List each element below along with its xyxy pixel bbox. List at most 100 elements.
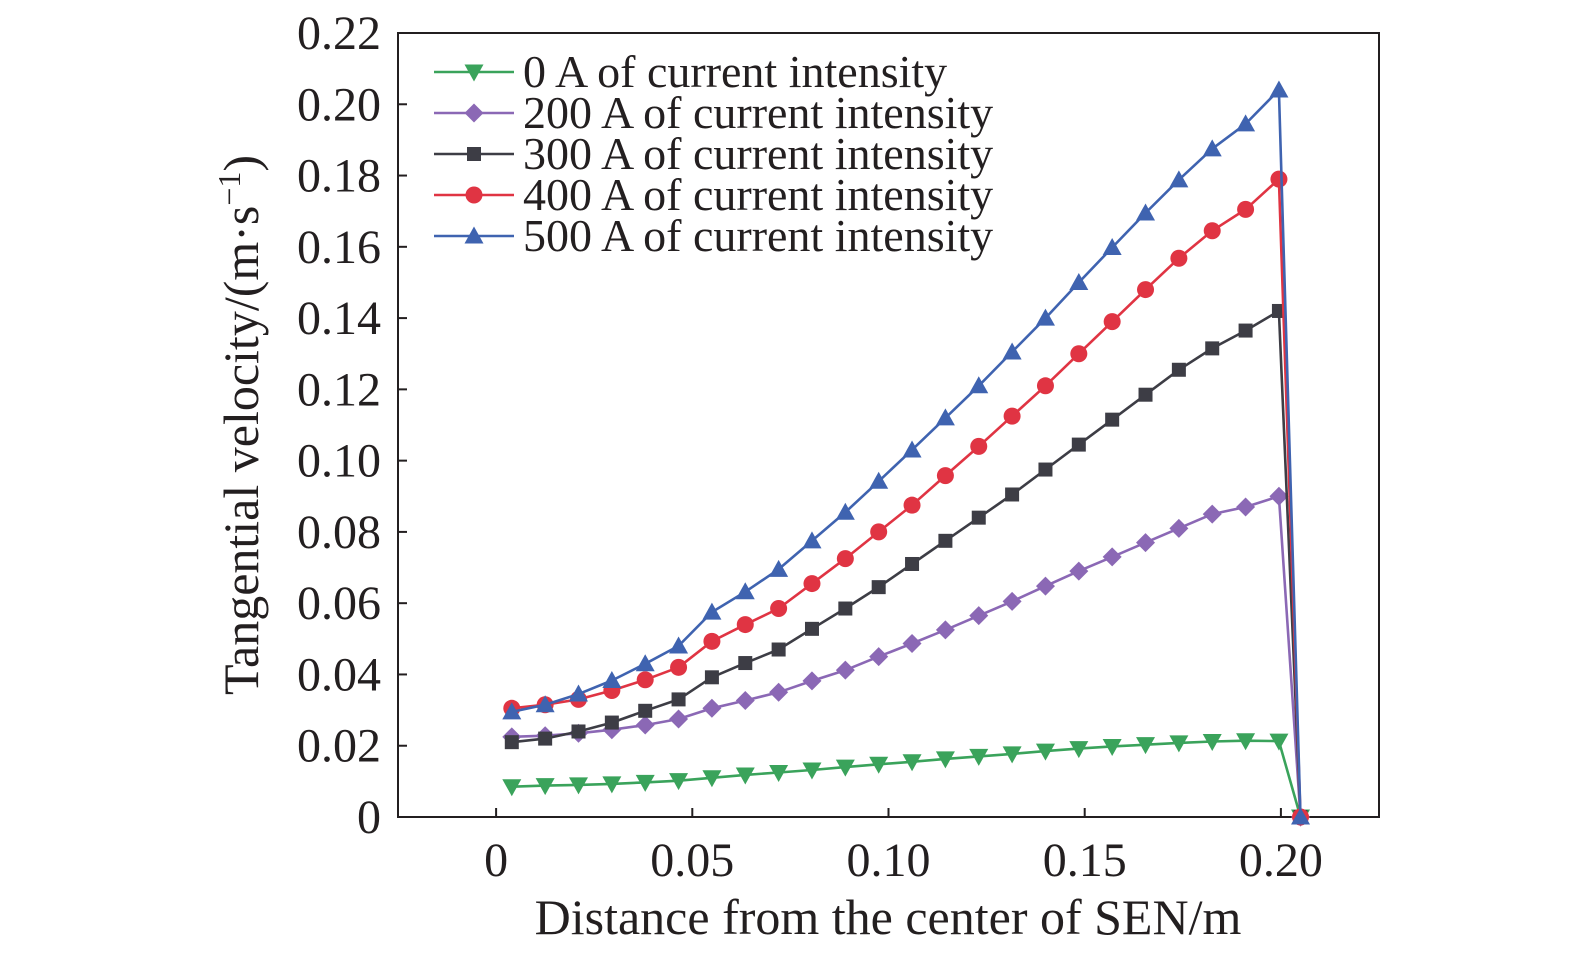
data-point bbox=[571, 724, 586, 739]
data-point bbox=[735, 767, 755, 785]
data-point bbox=[602, 671, 622, 689]
legend-item: 400 A of current intensity bbox=[434, 169, 993, 220]
data-point bbox=[903, 496, 921, 514]
legend-label: 400 A of current intensity bbox=[523, 169, 993, 220]
data-point bbox=[970, 437, 988, 455]
data-point bbox=[769, 559, 789, 577]
data-point bbox=[1002, 746, 1022, 764]
data-point bbox=[569, 684, 589, 702]
x-tick-label: 0 bbox=[484, 834, 508, 887]
data-point bbox=[902, 440, 922, 458]
series-line bbox=[511, 739, 1302, 818]
y-tick-label: 0.22 bbox=[297, 7, 381, 60]
data-point bbox=[638, 703, 653, 718]
data-point bbox=[1137, 281, 1155, 299]
data-point bbox=[802, 762, 822, 780]
data-point bbox=[769, 682, 789, 702]
y-axis-title: Tangential velocity/(m·s−1) bbox=[211, 155, 269, 695]
y-tick-label: 0.14 bbox=[297, 292, 381, 345]
legend-marker bbox=[465, 186, 483, 204]
data-point bbox=[770, 600, 788, 618]
data-point bbox=[1069, 272, 1089, 290]
data-point bbox=[535, 695, 555, 713]
data-point bbox=[1105, 412, 1120, 427]
data-point bbox=[1202, 733, 1222, 751]
legend-marker bbox=[464, 226, 484, 244]
data-point bbox=[1003, 407, 1021, 425]
data-point bbox=[635, 774, 655, 792]
data-point bbox=[604, 715, 619, 730]
data-point bbox=[502, 702, 522, 720]
data-point bbox=[1138, 387, 1153, 402]
series-4 bbox=[502, 80, 1311, 825]
data-point bbox=[803, 575, 821, 593]
data-point bbox=[670, 658, 688, 676]
data-point bbox=[669, 709, 689, 729]
data-point bbox=[1236, 497, 1256, 517]
data-point bbox=[836, 550, 854, 568]
data-point bbox=[1269, 80, 1289, 98]
y-tick-label: 0.02 bbox=[297, 720, 381, 773]
data-point bbox=[1069, 741, 1089, 759]
series-2 bbox=[504, 303, 1308, 824]
data-point bbox=[935, 620, 955, 640]
data-point bbox=[1291, 807, 1311, 825]
data-point bbox=[1171, 362, 1186, 377]
data-point bbox=[969, 376, 989, 394]
data-point bbox=[869, 756, 889, 774]
data-point bbox=[802, 531, 822, 549]
data-point bbox=[1035, 308, 1055, 326]
series-layer bbox=[502, 80, 1311, 827]
y-tick-label: 0.04 bbox=[297, 648, 381, 701]
y-tick-label: 0.08 bbox=[297, 506, 381, 559]
data-point bbox=[1136, 203, 1156, 221]
data-point bbox=[702, 698, 722, 718]
series-0 bbox=[502, 733, 1311, 827]
data-point bbox=[835, 660, 855, 680]
axis-ticks: 0 0.02 0.04 0.06 0.08 0.10 0.12 0.14 0.16 0.18 0.2… bbox=[297, 7, 1323, 887]
legend-label: 300 A of current intensity bbox=[523, 128, 993, 179]
series-line bbox=[511, 177, 1302, 818]
legend-item: 0 A of current intensity bbox=[434, 46, 947, 97]
data-point bbox=[1036, 377, 1054, 395]
data-point bbox=[738, 656, 753, 671]
data-point bbox=[870, 523, 888, 541]
data-point bbox=[1069, 561, 1089, 581]
data-point bbox=[769, 764, 789, 782]
data-point bbox=[969, 606, 989, 626]
data-point bbox=[938, 533, 953, 548]
data-point bbox=[1136, 737, 1156, 755]
data-point bbox=[702, 770, 722, 788]
data-point bbox=[1269, 733, 1289, 751]
legend-marker bbox=[464, 103, 484, 123]
legend-marker bbox=[467, 147, 481, 161]
y-tick-label: 0.12 bbox=[297, 363, 381, 416]
data-point bbox=[669, 636, 689, 654]
legend-item: 500 A of current intensity bbox=[434, 210, 993, 261]
data-point bbox=[1136, 533, 1156, 553]
data-point bbox=[835, 502, 855, 520]
data-point bbox=[1202, 504, 1222, 524]
data-point bbox=[802, 671, 822, 691]
data-point bbox=[971, 510, 986, 525]
data-point bbox=[1102, 738, 1122, 756]
y-axis-title-close: ) bbox=[213, 155, 269, 172]
x-tick-label: 0.10 bbox=[847, 834, 931, 887]
data-point bbox=[1102, 238, 1122, 256]
data-point bbox=[1203, 222, 1221, 240]
data-point bbox=[935, 408, 955, 426]
data-point bbox=[1170, 249, 1188, 267]
x-axis-title: Distance from the center of SEN/m bbox=[535, 889, 1242, 945]
legend-marker bbox=[464, 64, 484, 82]
legend-item: 300 A of current intensity bbox=[434, 128, 993, 179]
data-point bbox=[669, 773, 689, 791]
data-point bbox=[969, 748, 989, 766]
data-point bbox=[1202, 139, 1222, 157]
data-point bbox=[1237, 200, 1255, 218]
data-point bbox=[869, 471, 889, 489]
y-tick-label: 0.16 bbox=[297, 221, 381, 274]
data-point bbox=[735, 582, 755, 600]
data-point bbox=[1270, 170, 1288, 188]
